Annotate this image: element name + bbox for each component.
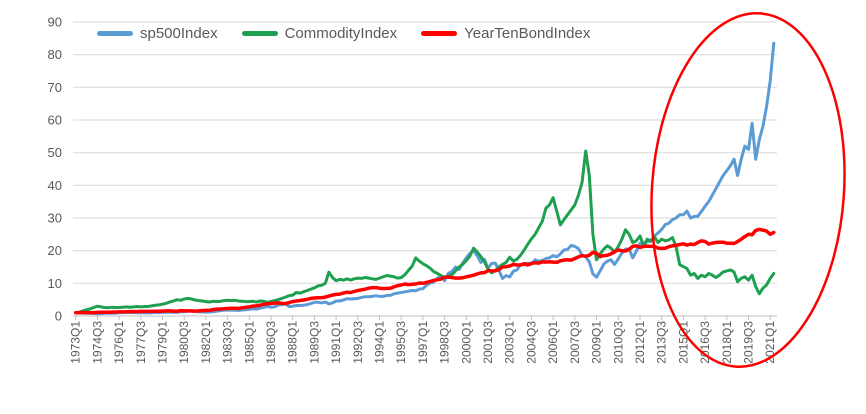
series-line-yeartenbondindex	[73, 227, 776, 315]
series-line-commodityindex	[74, 149, 776, 315]
x-tick-label: 1976Q1	[112, 321, 126, 364]
legend-swatch-commodityindex	[241, 31, 278, 36]
legend-item-yeartenbondindex: YearTenBondIndex	[421, 25, 590, 42]
x-tick-label: 1989Q3	[307, 321, 321, 364]
y-tick-label: 10	[48, 276, 62, 291]
chart-legend: sp500Index CommodityIndex YearTenBondInd…	[97, 25, 590, 42]
x-tick-label: 2021Q1	[763, 321, 777, 364]
x-tick-label: 1979Q1	[156, 321, 170, 364]
x-tick-label: 2003Q1	[503, 321, 517, 364]
x-tick-label: 1997Q1	[416, 321, 430, 364]
y-tick-label: 0	[55, 309, 62, 324]
x-tick-label: 2019Q3	[742, 321, 756, 364]
legend-item-sp500index: sp500Index	[97, 25, 218, 42]
legend-label-sp500index: sp500Index	[140, 25, 218, 42]
x-tick-label: 2018Q1	[720, 321, 734, 364]
y-tick-label: 90	[48, 15, 62, 30]
y-tick-label: 40	[48, 178, 62, 193]
x-tick-label: 1986Q3	[264, 321, 278, 364]
legend-swatch-sp500index	[97, 31, 133, 36]
legend-label-yeartenbondindex: YearTenBondIndex	[464, 25, 591, 42]
x-tick-label: 1974Q3	[90, 321, 104, 364]
x-tick-label: 2001Q3	[481, 321, 495, 364]
y-tick-label: 60	[48, 113, 62, 128]
x-tick-label: 2010Q3	[611, 321, 625, 364]
x-tick-label: 1995Q3	[394, 321, 408, 364]
legend-swatch-yeartenbondindex	[421, 31, 458, 36]
x-tick-label: 2013Q3	[655, 321, 669, 364]
x-tick-label: 2004Q3	[524, 321, 538, 364]
x-tick-label: 2006Q1	[546, 321, 560, 364]
y-tick-label: 50	[48, 145, 62, 160]
x-tick-label: 2007Q3	[568, 321, 582, 364]
x-tick-label: 1973Q1	[69, 321, 83, 364]
x-tick-label: 1992Q3	[351, 321, 365, 364]
x-tick-label: 1991Q1	[329, 321, 343, 364]
x-tick-label: 1994Q1	[373, 321, 387, 364]
x-tick-label: 1988Q1	[286, 321, 300, 364]
x-tick-label: 2000Q1	[459, 321, 473, 364]
y-tick-label: 20	[48, 243, 62, 258]
gridlines	[73, 21, 777, 317]
x-axis-labels: 1973Q1 1974Q3 1976Q1 1977Q3 1979Q1 1980Q3 1982…	[69, 316, 777, 364]
y-tick-label: 30	[48, 211, 62, 226]
y-axis-labels: 0 10 20 30 40 50 60 70 80 90	[48, 15, 62, 324]
x-tick-label: 2009Q1	[590, 321, 604, 364]
y-tick-label: 80	[48, 47, 62, 62]
x-tick-label: 1980Q3	[177, 321, 191, 364]
x-tick-label: 2015Q1	[676, 321, 690, 364]
y-tick-label: 70	[48, 80, 62, 95]
x-tick-label: 2012Q1	[633, 321, 647, 364]
legend-item-commodityindex: CommodityIndex	[241, 25, 398, 42]
x-tick-label: 1985Q1	[242, 321, 256, 364]
x-tick-label: 1977Q3	[134, 321, 148, 364]
highlight-ellipse-annotation	[650, 12, 846, 368]
x-tick-label: 1998Q3	[438, 321, 452, 364]
series-line-sp500index	[74, 41, 776, 316]
x-tick-label: 1982Q1	[199, 321, 213, 364]
x-tick-label: 1983Q3	[221, 321, 235, 364]
legend-label-commodityindex: CommodityIndex	[284, 25, 398, 42]
